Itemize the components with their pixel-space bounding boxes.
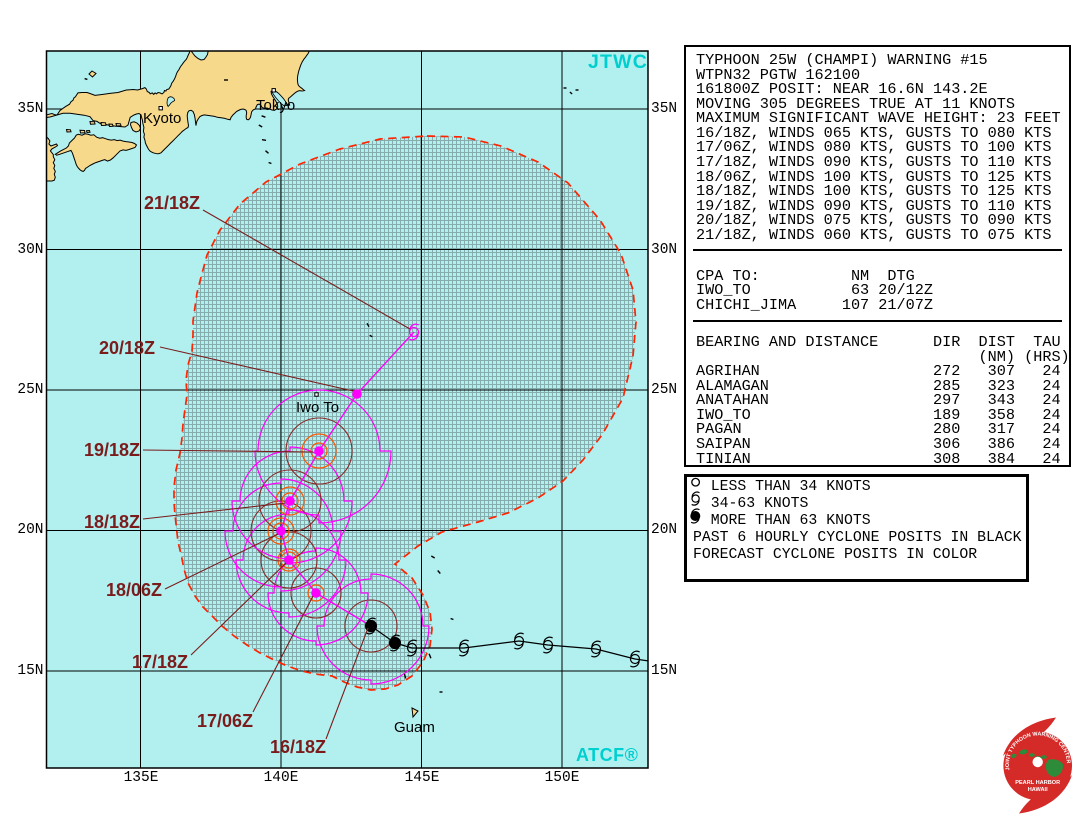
svg-text:HAWAII: HAWAII bbox=[1028, 787, 1048, 793]
svg-text:PEARL HARBOR: PEARL HARBOR bbox=[1015, 780, 1060, 786]
